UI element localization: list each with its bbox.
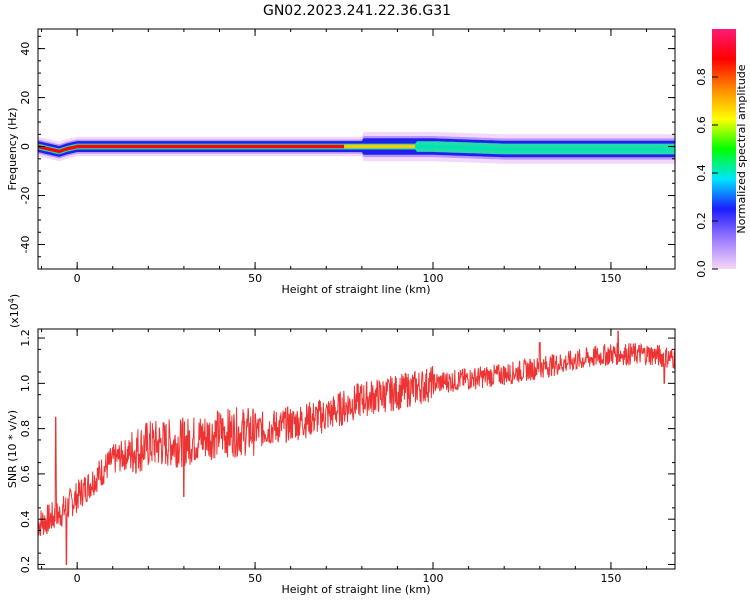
x-tick-label: 100 bbox=[423, 272, 444, 285]
snr-x-axis-label: Height of straight line (km) bbox=[281, 583, 430, 596]
y-tick-label: 40 bbox=[19, 42, 32, 56]
spectrogram-y-ticks: 40 20 0 -20 -40 bbox=[19, 35, 675, 270]
spectrogram-x-axis-label: Height of straight line (km) bbox=[281, 283, 430, 296]
snr-y-ticks: 1.2 1.0 0.8 0.6 0.4 0.2 bbox=[19, 329, 675, 573]
colorbar-tick-label: 0.2 bbox=[695, 212, 708, 230]
y-tick-label: 1.2 bbox=[19, 329, 32, 347]
spectrogram-band bbox=[38, 131, 675, 164]
x-tick-label: 100 bbox=[423, 572, 444, 585]
snr-panel: 0 50 100 150 1.2 1.0 0.8 0.6 0.4 0.2 Height of s… bbox=[6, 294, 676, 596]
y-tick-label: 20 bbox=[19, 91, 32, 105]
y-tick-label: 0.4 bbox=[19, 510, 32, 528]
colorbar: 0.0 0.2 0.4 0.6 0.8 Normalized spectral ampl… bbox=[695, 29, 748, 278]
colorbar-ticks: 0.0 0.2 0.4 0.6 0.8 bbox=[695, 68, 718, 278]
spectrogram-panel: 0 50 100 150 40 20 0 -20 -40 Height of straight… bbox=[6, 28, 676, 296]
colorbar-tick-label: 0.4 bbox=[695, 164, 708, 182]
y-tick-label: 0.6 bbox=[19, 465, 32, 483]
band-peak-segment bbox=[344, 144, 416, 149]
x-tick-label: 0 bbox=[74, 272, 81, 285]
snr-y-unit-label: (x104) bbox=[7, 294, 21, 328]
x-tick-label: 150 bbox=[600, 572, 621, 585]
y-tick-label: -40 bbox=[19, 236, 32, 254]
x-tick-label: 150 bbox=[600, 272, 621, 285]
snr-y-axis-label: SNR (10 * v/v) bbox=[6, 410, 19, 488]
colorbar-tick-label: 0.8 bbox=[695, 68, 708, 86]
y-tick-label: -20 bbox=[19, 187, 32, 205]
x-tick-label: 50 bbox=[248, 272, 262, 285]
spectrogram-x-ticks: 0 50 100 150 bbox=[41, 29, 648, 285]
snr-series-line bbox=[37, 330, 676, 565]
snr-x-ticks: 0 50 100 150 bbox=[41, 329, 648, 585]
colorbar-tick-label: 0.0 bbox=[695, 260, 708, 278]
colorbar-tick-label: 0.6 bbox=[695, 116, 708, 134]
colorbar-label: Normalized spectral amplitude bbox=[735, 64, 748, 233]
colorbar-gradient bbox=[712, 29, 736, 269]
y-tick-label: 0.2 bbox=[19, 556, 32, 574]
snr-frame bbox=[37, 328, 676, 570]
y-tick-label: 0 bbox=[19, 143, 32, 150]
y-tick-label: 0.8 bbox=[19, 420, 32, 438]
band-peak-segment bbox=[38, 144, 344, 154]
figure-title: GN02.2023.241.22.36.G31 bbox=[263, 3, 451, 19]
band-peak-segment bbox=[415, 144, 675, 151]
spectrogram-frame bbox=[37, 28, 676, 270]
x-tick-label: 0 bbox=[74, 572, 81, 585]
x-tick-label: 50 bbox=[248, 572, 262, 585]
y-tick-label: 1.0 bbox=[19, 375, 32, 393]
spectrogram-y-axis-label: Frequency (Hz) bbox=[6, 108, 19, 191]
